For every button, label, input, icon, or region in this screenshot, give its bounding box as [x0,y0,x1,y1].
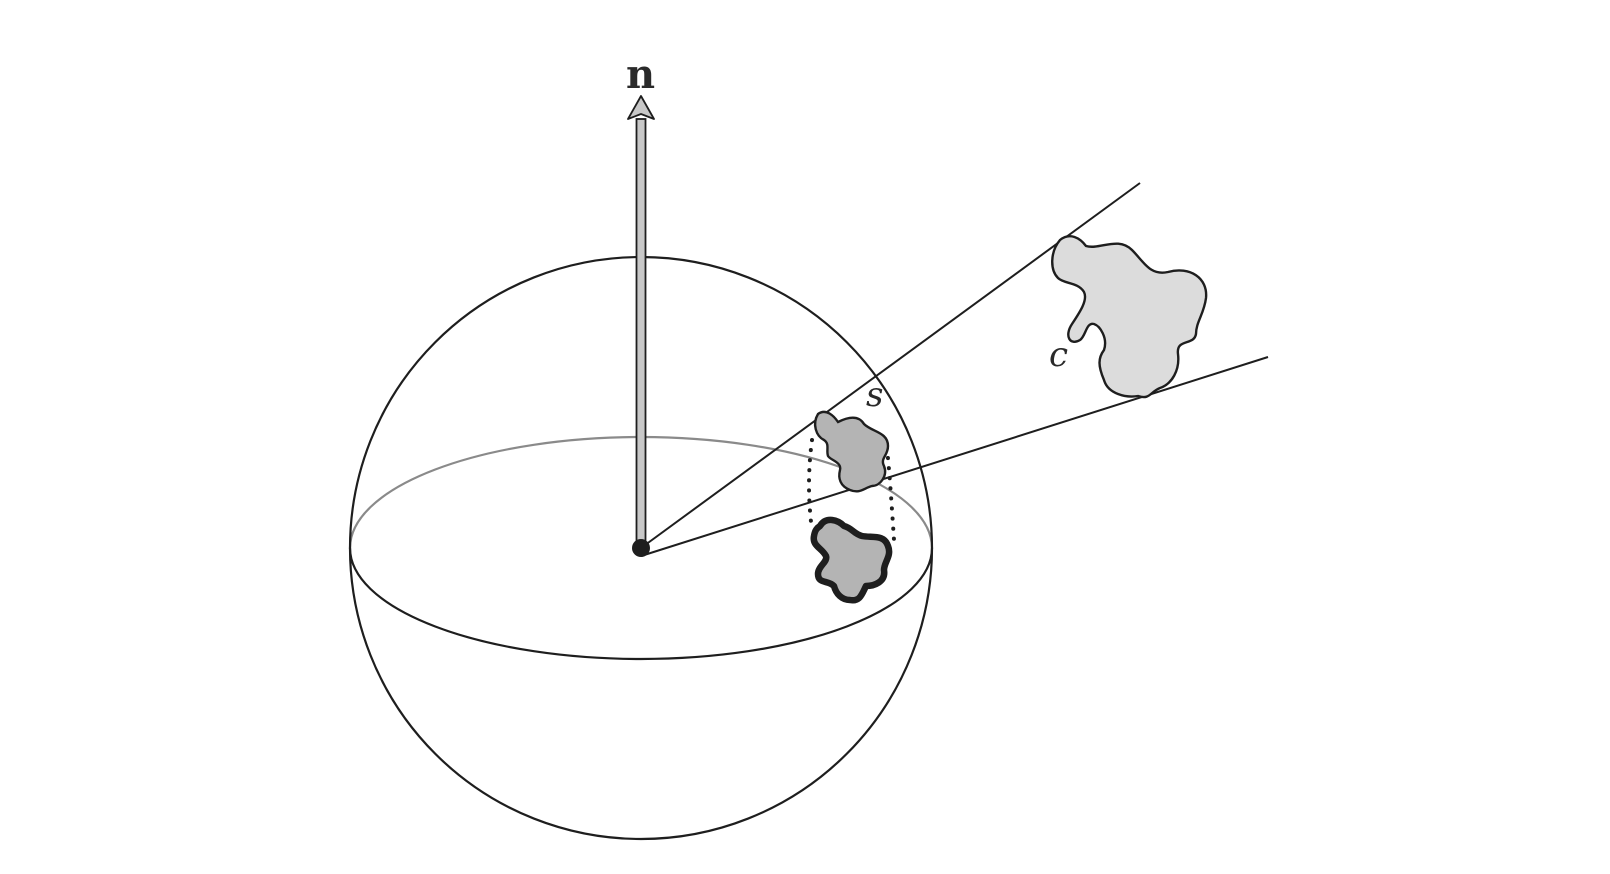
equatorial-projection-shape [810,516,893,604]
cone-lower-edge [640,356,1269,557]
normal-vector-shaft [635,118,647,547]
normal-vector-arrowhead [627,95,655,120]
object-shape [1051,235,1208,399]
sphere-center-point [632,539,650,557]
projection-dotted-left [807,438,814,532]
projected-patch-label: s [866,375,883,415]
normal-vector-label: n [626,51,655,98]
object-label: c [1049,335,1068,375]
equator-front-arc [348,547,934,661]
projection-dotted-right [885,446,896,542]
sphere-patch-shape [813,410,890,493]
